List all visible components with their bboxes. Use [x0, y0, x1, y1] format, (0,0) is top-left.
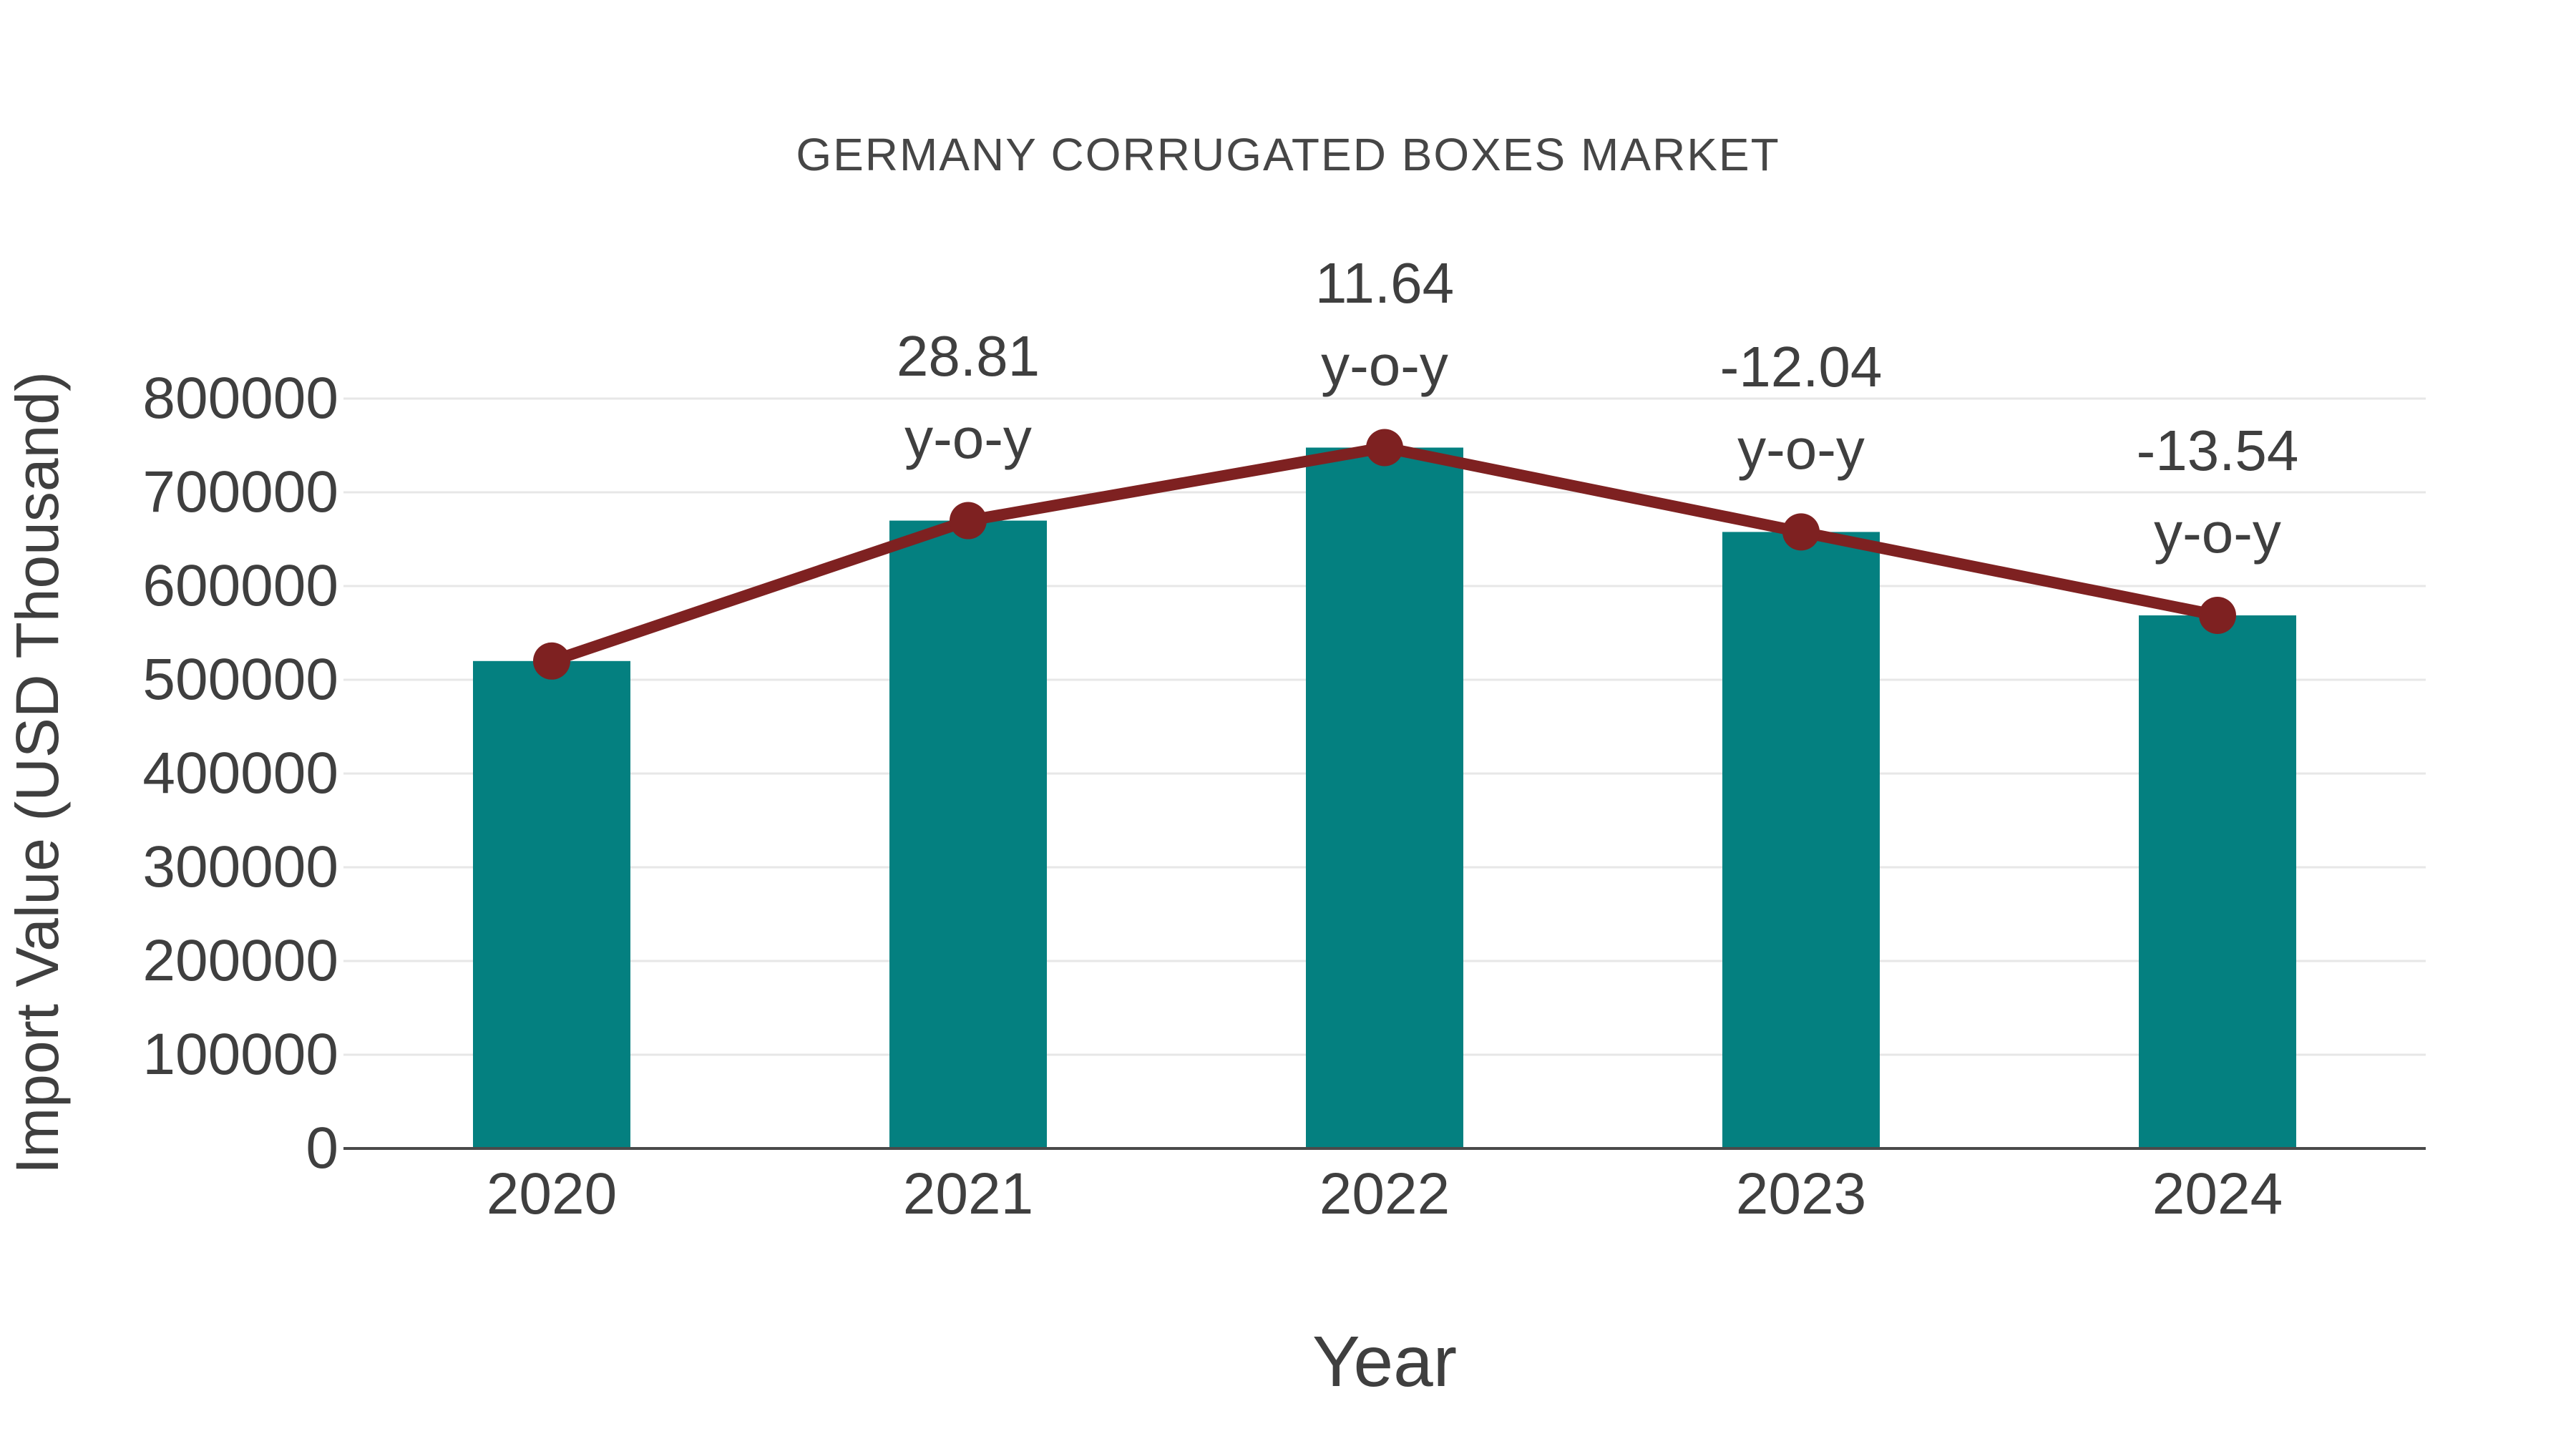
- y-tick-label: 800000: [142, 366, 338, 431]
- annotation-2023: -12.04 y-o-y: [1720, 326, 1883, 490]
- y-tick-label: 300000: [142, 834, 338, 899]
- y-tick-label: 100000: [142, 1022, 338, 1087]
- bar-2022: [1306, 447, 1463, 1148]
- bar-2021: [889, 520, 1047, 1148]
- data-point-marker-2020: [533, 642, 570, 680]
- annotation-2021: 28.81 y-o-y: [897, 315, 1040, 479]
- annotation-label: y-o-y: [904, 406, 1032, 470]
- annotation-value: -12.04: [1719, 335, 1883, 399]
- x-tick-label-2020: 2020: [486, 1161, 618, 1226]
- y-tick-label: 0: [306, 1116, 338, 1181]
- annotation-value: 11.64: [1314, 250, 1455, 315]
- data-point-marker-2024: [2199, 597, 2236, 635]
- bar-2023: [1722, 532, 1880, 1148]
- annotation-value: -13.54: [2136, 419, 2299, 482]
- annotation-2024: -13.54 y-o-y: [2137, 409, 2299, 574]
- y-tick-label: 600000: [142, 553, 338, 618]
- annotation-value: 28.81: [896, 323, 1040, 388]
- chart-title: GERMANY CORRUGATED BOXES MARKET: [796, 129, 1780, 180]
- x-tick-label-2021: 2021: [902, 1161, 1034, 1226]
- annotation-label: y-o-y: [1737, 417, 1865, 482]
- x-tick-label-2024: 2024: [2152, 1161, 2283, 1226]
- y-tick-label: 400000: [142, 741, 338, 806]
- data-point-marker-2022: [1366, 429, 1403, 467]
- y-tick-label: 500000: [142, 647, 338, 712]
- bar-2024: [2139, 615, 2296, 1148]
- x-tick-label-2022: 2022: [1319, 1161, 1450, 1226]
- y-tick-label: 700000: [142, 459, 338, 525]
- y-tick-label: 200000: [142, 928, 338, 993]
- x-axis-label: Year: [1312, 1322, 1458, 1402]
- annotation-2022: 11.64 y-o-y: [1315, 242, 1454, 406]
- annotation-label: y-o-y: [1321, 333, 1448, 397]
- data-point-marker-2021: [950, 502, 987, 540]
- annotation-label: y-o-y: [2154, 501, 2281, 565]
- x-tick-label-2023: 2023: [1735, 1161, 1867, 1226]
- data-point-marker-2023: [1782, 513, 1820, 551]
- bar-2020: [473, 660, 630, 1148]
